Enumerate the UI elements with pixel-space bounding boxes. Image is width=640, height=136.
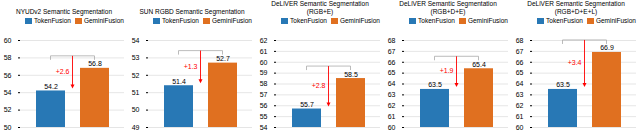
- svg-text:50: 50: [132, 106, 140, 113]
- svg-text:56: 56: [4, 72, 12, 79]
- svg-text:61: 61: [516, 113, 524, 120]
- svg-text:62: 62: [388, 102, 396, 109]
- svg-text:51: 51: [132, 89, 140, 96]
- svg-text:+1.9: +1.9: [440, 67, 454, 74]
- svg-text:51.4: 51.4: [172, 78, 186, 85]
- html-text:GeminiFusion: GeminiFusion: [339, 17, 380, 24]
- svg-text:67: 67: [516, 48, 524, 55]
- svg-text:60: 60: [516, 124, 524, 131]
- html-text:DeLiVER Semantic Segmentation: DeLiVER Semantic Segmentation (RGB+D+E): [399, 0, 497, 15]
- html-text:TokenFusion: TokenFusion: [34, 17, 71, 24]
- svg-text:61: 61: [260, 48, 268, 55]
- svg-text:62: 62: [260, 37, 268, 44]
- html-text:GeminiFusion: GeminiFusion: [83, 17, 124, 24]
- html-text:DeLiVER Semantic Segmentation: DeLiVER Semantic Segmentation (RGB+E): [271, 0, 369, 15]
- svg-text:63.5: 63.5: [428, 81, 442, 88]
- svg-text:54: 54: [260, 124, 268, 131]
- svg-text:58: 58: [260, 80, 268, 87]
- html-text:TokenFusion: TokenFusion: [290, 17, 327, 24]
- svg-text:55.7: 55.7: [300, 101, 314, 108]
- svg-text:54.2: 54.2: [44, 83, 58, 90]
- svg-text:56.8: 56.8: [88, 60, 102, 67]
- svg-text:65.4: 65.4: [472, 61, 486, 68]
- svg-text:61: 61: [388, 113, 396, 120]
- svg-text:+2.8: +2.8: [312, 82, 326, 89]
- html-text:GeminiFusion: GeminiFusion: [595, 17, 636, 24]
- svg-text:+1.3: +1.3: [184, 63, 198, 70]
- svg-text:49: 49: [132, 124, 140, 131]
- svg-text:56: 56: [260, 102, 268, 109]
- svg-text:57: 57: [260, 91, 268, 98]
- html-text:TokenFusion: TokenFusion: [546, 17, 583, 24]
- svg-text:63: 63: [388, 91, 396, 98]
- html-text:TokenFusion: TokenFusion: [162, 17, 199, 24]
- html-text:NYUDv2 Semantic Segmentation: NYUDv2 Semantic Segmentation: [15, 8, 112, 15]
- svg-text:63.5: 63.5: [556, 81, 570, 88]
- svg-text:+3.4: +3.4: [568, 59, 582, 66]
- svg-text:66: 66: [388, 58, 396, 65]
- svg-text:50: 50: [4, 124, 12, 131]
- html-text:DeLiVER Semantic Segmentation: DeLiVER Semantic Segmentation (RGB+D+E+L…: [527, 0, 625, 15]
- svg-text:53: 53: [132, 54, 140, 61]
- svg-text:58: 58: [4, 54, 12, 61]
- html-text:GeminiFusion: GeminiFusion: [467, 17, 508, 24]
- svg-text:59: 59: [260, 69, 268, 76]
- svg-text:52: 52: [132, 72, 140, 79]
- svg-text:60: 60: [388, 124, 396, 131]
- svg-text:66: 66: [516, 58, 524, 65]
- svg-text:62: 62: [516, 102, 524, 109]
- svg-text:52.7: 52.7: [216, 55, 230, 62]
- svg-text:67: 67: [388, 48, 396, 55]
- html-text:SUN RGBD Semantic Segmentation: SUN RGBD Semantic Segmentation: [139, 8, 245, 15]
- svg-text:58.5: 58.5: [344, 71, 358, 78]
- svg-text:64: 64: [516, 80, 524, 87]
- svg-text:55: 55: [260, 113, 268, 120]
- svg-text:63: 63: [516, 91, 524, 98]
- svg-text:60: 60: [260, 58, 268, 65]
- svg-text:52: 52: [4, 106, 12, 113]
- svg-text:+2.6: +2.6: [56, 68, 70, 75]
- svg-text:54: 54: [132, 37, 140, 44]
- svg-text:68: 68: [388, 37, 396, 44]
- svg-text:66.9: 66.9: [600, 44, 614, 51]
- html-text:TokenFusion: TokenFusion: [418, 17, 455, 24]
- svg-text:65: 65: [516, 69, 524, 76]
- svg-text:64: 64: [388, 80, 396, 87]
- svg-text:65: 65: [388, 69, 396, 76]
- svg-text:60: 60: [4, 37, 12, 44]
- svg-text:68: 68: [516, 37, 524, 44]
- html-text:GeminiFusion: GeminiFusion: [211, 17, 252, 24]
- svg-text:54: 54: [4, 89, 12, 96]
